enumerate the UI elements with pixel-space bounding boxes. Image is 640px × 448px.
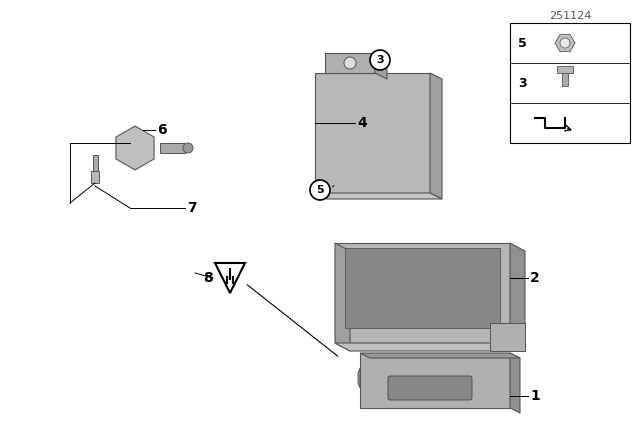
- Polygon shape: [215, 263, 245, 293]
- Text: 7: 7: [187, 201, 197, 215]
- FancyBboxPatch shape: [388, 376, 472, 400]
- Polygon shape: [335, 243, 350, 351]
- Circle shape: [310, 180, 330, 200]
- Polygon shape: [325, 53, 375, 73]
- Circle shape: [344, 57, 356, 69]
- Text: 4: 4: [357, 116, 367, 130]
- Polygon shape: [562, 73, 568, 86]
- Polygon shape: [91, 171, 99, 183]
- Polygon shape: [555, 34, 575, 52]
- Text: 2: 2: [530, 271, 540, 285]
- Polygon shape: [557, 66, 573, 73]
- Polygon shape: [116, 126, 154, 170]
- Text: 1: 1: [530, 389, 540, 403]
- Text: 5: 5: [518, 36, 527, 49]
- Polygon shape: [315, 73, 430, 193]
- Polygon shape: [160, 143, 185, 153]
- Polygon shape: [430, 73, 442, 199]
- Polygon shape: [510, 353, 520, 413]
- Polygon shape: [360, 353, 510, 408]
- Polygon shape: [335, 243, 510, 343]
- Text: 3: 3: [518, 77, 527, 90]
- Circle shape: [560, 38, 570, 48]
- Polygon shape: [375, 53, 387, 79]
- Text: 5: 5: [316, 185, 324, 195]
- Polygon shape: [93, 155, 97, 171]
- Circle shape: [370, 50, 390, 70]
- Polygon shape: [360, 353, 520, 358]
- Text: 3: 3: [376, 55, 384, 65]
- Text: 8: 8: [203, 271, 213, 285]
- Polygon shape: [335, 343, 525, 351]
- Polygon shape: [510, 243, 525, 351]
- Polygon shape: [358, 368, 360, 388]
- Text: 251124: 251124: [549, 11, 591, 21]
- Circle shape: [183, 143, 193, 153]
- Text: 6: 6: [157, 123, 167, 137]
- Polygon shape: [315, 193, 442, 199]
- FancyBboxPatch shape: [510, 23, 630, 143]
- Polygon shape: [345, 248, 500, 328]
- Polygon shape: [490, 323, 525, 351]
